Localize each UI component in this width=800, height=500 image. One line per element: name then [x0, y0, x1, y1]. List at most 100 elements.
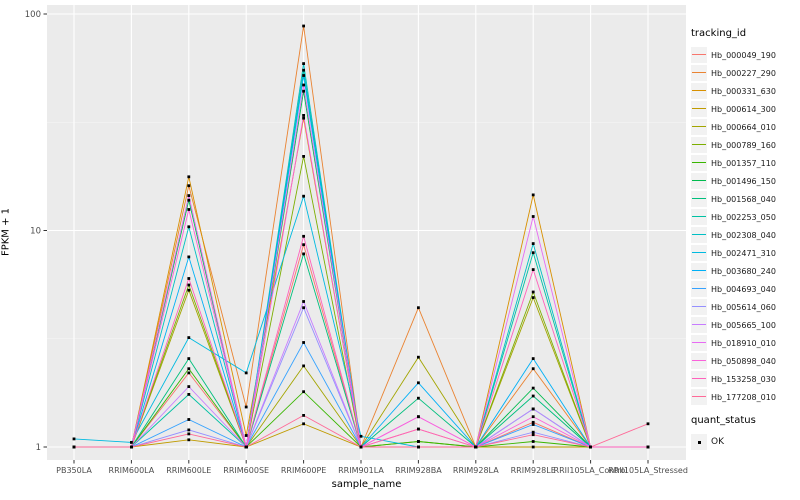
legend-entry-Hb_050898_040: Hb_050898_040	[691, 352, 799, 370]
x-tick-label: RRIM600LA	[109, 466, 155, 475]
data-point	[187, 357, 191, 360]
legend-entry-Hb_002471_310: Hb_002471_310	[691, 244, 799, 262]
quant-key-swatch	[691, 434, 707, 450]
data-point	[302, 155, 305, 158]
data-point	[302, 83, 305, 87]
legend-entry-label: Hb_002253_050	[711, 212, 776, 222]
legend-entry-Hb_018910_010: Hb_018910_010	[691, 334, 799, 352]
data-point	[187, 371, 191, 375]
legend-key-line-icon	[692, 270, 706, 272]
data-point	[244, 445, 248, 449]
data-point	[531, 215, 535, 218]
data-point	[417, 445, 420, 449]
legend-key-swatch	[691, 335, 707, 351]
data-point	[187, 225, 191, 229]
data-point	[646, 422, 650, 426]
legend-key-line-icon	[692, 324, 706, 326]
data-point	[531, 367, 535, 371]
legend-key-line-icon	[692, 126, 706, 128]
legend-entry-label: Hb_000227_290	[711, 68, 776, 78]
legend-key-line-icon	[692, 180, 706, 182]
data-point	[302, 89, 305, 93]
y-axis-title: FPKM + 1	[0, 207, 12, 257]
legend-title-quant-status: quant_status	[691, 415, 756, 426]
data-point	[302, 414, 305, 417]
data-point	[589, 445, 592, 449]
legend-panel: tracking_id Hb_000049_190 Hb_000227_290 Hb…	[691, 28, 799, 451]
data-point	[531, 251, 535, 255]
x-tick-label: PB350LA	[56, 466, 92, 475]
data-point	[417, 415, 420, 419]
legend-key-swatch	[691, 389, 707, 405]
data-point	[302, 252, 305, 256]
legend-key-swatch	[691, 317, 707, 333]
x-tick-label: RRIM600PE	[281, 466, 327, 475]
legend-entry-label: Hb_000331_630	[711, 86, 776, 96]
y-tick-label: 100	[25, 10, 41, 20]
data-point	[531, 242, 535, 245]
data-point	[302, 341, 305, 344]
data-point	[302, 62, 305, 65]
data-point	[531, 440, 535, 443]
quant-legend-entry: OK	[691, 433, 799, 451]
data-point	[531, 433, 535, 437]
x-tick-label: RRIM928BA	[395, 466, 442, 475]
x-tick-label: RRII105LA_Stressed	[608, 466, 688, 475]
legend-key-swatch	[691, 371, 707, 387]
data-point	[302, 422, 305, 426]
data-point	[417, 355, 420, 359]
data-point	[531, 193, 535, 197]
data-point	[646, 445, 650, 449]
legend-entry-Hb_000614_300: Hb_000614_300	[691, 100, 799, 118]
y-tick-label: 1	[36, 443, 41, 453]
legend-entry-Hb_000049_190: Hb_000049_190	[691, 46, 799, 64]
data-point	[302, 116, 305, 120]
data-point	[302, 74, 305, 77]
legend-entry-label: Hb_001496_150	[711, 176, 776, 186]
legend-key-line-icon	[692, 198, 706, 200]
data-point	[359, 434, 363, 438]
legend-key-line-icon	[692, 396, 706, 398]
legend-key-swatch	[691, 173, 707, 189]
legend-entry-Hb_001568_040: Hb_001568_040	[691, 190, 799, 208]
data-point	[302, 68, 305, 72]
data-point	[531, 415, 535, 419]
data-point	[531, 290, 535, 294]
legend-entry-label: Hb_005665_100	[711, 320, 776, 330]
data-point	[187, 277, 191, 280]
legend-entry-label: Hb_002471_310	[711, 248, 776, 258]
data-point	[187, 283, 191, 287]
legend-key-line-icon	[692, 108, 706, 110]
data-point	[187, 288, 191, 292]
quant-legend-entries: OK	[691, 433, 799, 451]
legend-entry-Hb_005665_100: Hb_005665_100	[691, 316, 799, 334]
data-point	[531, 420, 535, 424]
legend-entry-label: Hb_003680_240	[711, 266, 776, 276]
legend-title-tracking-id: tracking_id	[691, 28, 747, 39]
data-point	[417, 381, 420, 385]
data-point	[187, 438, 191, 442]
legend-entry-Hb_000789_160: Hb_000789_160	[691, 136, 799, 154]
data-point	[187, 184, 191, 188]
legend-entry-Hb_002253_050: Hb_002253_050	[691, 208, 799, 226]
data-point	[244, 434, 248, 437]
y-tick-label: 10	[30, 227, 41, 237]
legend-key-swatch	[691, 101, 707, 117]
data-point	[359, 445, 363, 449]
legend-entry-Hb_000331_630: Hb_000331_630	[691, 82, 799, 100]
legend-key-line-icon	[692, 216, 706, 218]
data-point	[187, 418, 191, 421]
legend-entry-label: Hb_002308_040	[711, 230, 776, 240]
legend-key-line-icon	[692, 342, 706, 344]
legend-entry-Hb_000227_290: Hb_000227_290	[691, 64, 799, 82]
legend-key-swatch	[691, 353, 707, 369]
data-point	[130, 441, 133, 444]
legend-entry-Hb_003680_240: Hb_003680_240	[691, 262, 799, 280]
legend-key-swatch	[691, 65, 707, 81]
legend-key-swatch	[691, 263, 707, 279]
data-point	[417, 440, 420, 443]
quant-entry-label: OK	[711, 437, 724, 447]
legend-entry-label: Hb_050898_040	[711, 356, 776, 366]
data-point	[130, 445, 133, 449]
